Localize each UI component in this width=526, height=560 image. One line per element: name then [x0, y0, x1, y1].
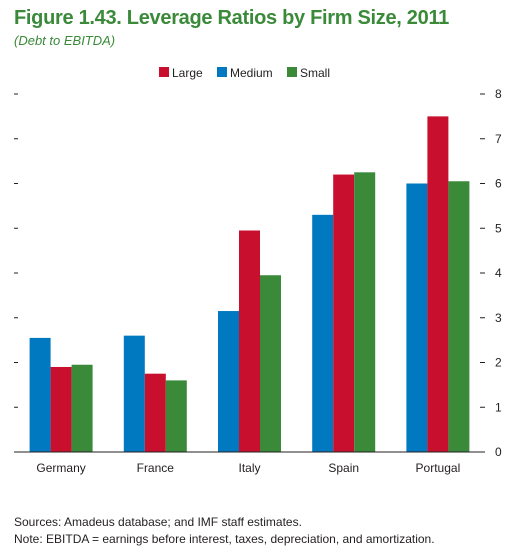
y-tick-label: 6: [495, 177, 502, 191]
left-tick-marks: [14, 93, 18, 408]
sources-note: Sources: Amadeus database; and IMF staff…: [14, 515, 302, 529]
y-tick-label: 7: [495, 132, 502, 146]
chart-subtitle: (Debt to EBITDA): [14, 33, 116, 48]
bar-small-portugal: [448, 181, 470, 452]
bar-large-spain: [333, 174, 355, 453]
x-axis: Germany France Italy Spain Portugal: [36, 461, 460, 475]
legend-swatch-large: [159, 67, 169, 77]
bar-small-spain: [354, 172, 376, 452]
bar-medium-portugal: [406, 183, 428, 452]
y-tick-label: 0: [495, 445, 502, 459]
legend-label-medium: Medium: [230, 66, 273, 80]
legend-swatch-medium: [217, 67, 227, 77]
y-axis: 0 1 2 3 4 5 6 7 8: [480, 87, 502, 459]
ebitda-note: Note: EBITDA = earnings before interest,…: [14, 532, 435, 546]
bars: [29, 116, 470, 453]
x-tick-label-germany: Germany: [36, 461, 85, 475]
x-tick-label-france: France: [137, 461, 175, 475]
bar-small-germany: [71, 364, 93, 452]
bar-medium-france: [123, 335, 145, 452]
x-tick-label-portugal: Portugal: [416, 461, 461, 475]
bar-small-italy: [260, 275, 281, 452]
bar-large-italy: [239, 230, 260, 452]
legend-label-small: Small: [300, 66, 330, 80]
bar-small-france: [165, 380, 187, 452]
x-tick-label-italy: Italy: [238, 461, 260, 475]
y-tick-label: 1: [495, 400, 502, 414]
bar-large-germany: [50, 366, 72, 452]
legend: Large Medium Small: [159, 66, 330, 80]
bar-medium-germany: [29, 337, 51, 452]
chart-title: Figure 1.43. Leverage Ratios by Firm Siz…: [14, 7, 449, 29]
y-tick-label: 3: [495, 311, 502, 325]
chart-notes: Sources: Amadeus database; and IMF staff…: [14, 514, 435, 548]
bar-medium-italy: [218, 311, 239, 452]
y-tick-label: 4: [495, 266, 502, 280]
bar-large-portugal: [427, 116, 449, 452]
bar-medium-spain: [312, 214, 334, 452]
y-tick-label: 2: [495, 356, 502, 370]
bar-large-france: [144, 373, 166, 452]
y-tick-label: 8: [495, 87, 502, 101]
x-tick-label-spain: Spain: [328, 461, 359, 475]
y-tick-label: 5: [495, 221, 502, 235]
legend-label-large: Large: [172, 66, 203, 80]
legend-swatch-small: [287, 67, 297, 77]
